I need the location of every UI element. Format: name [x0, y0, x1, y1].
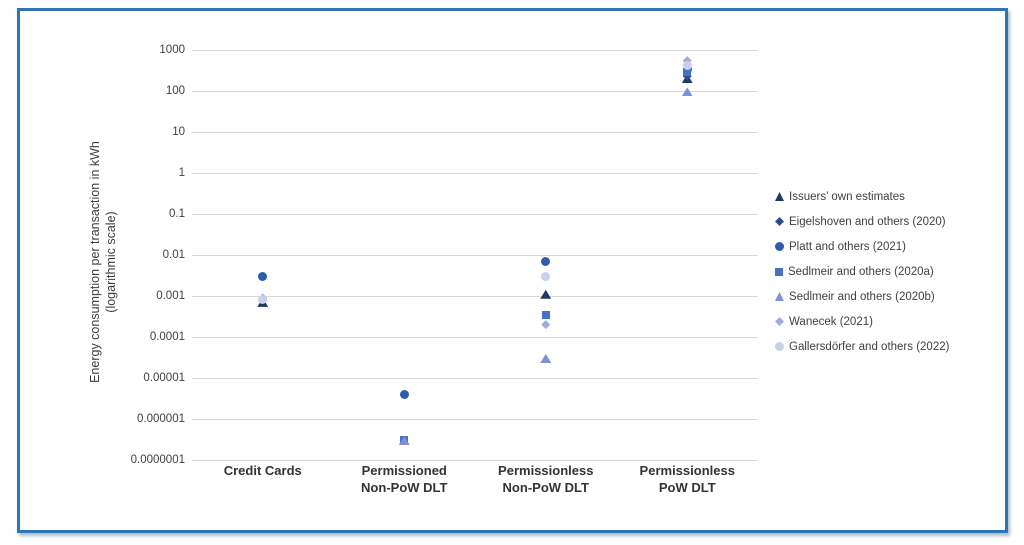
legend-label: Platt and others (2021)	[789, 240, 906, 253]
data-point-marker	[541, 310, 550, 319]
y-tick-label: 0.0001	[149, 331, 185, 343]
legend-item: Platt and others (2021)	[775, 234, 949, 259]
data-point-marker	[541, 320, 551, 330]
gridline	[192, 378, 758, 379]
legend-diamond-icon	[775, 317, 784, 326]
y-tick-label: 0.01	[162, 249, 185, 261]
y-tick-label: 100	[165, 85, 185, 97]
y-tick-label: 10	[172, 126, 185, 138]
legend-item: Sedlmeir and others (2020a)	[775, 259, 949, 284]
legend-circle-icon	[775, 342, 784, 351]
category-label: Permissionless Non-PoW DLT	[456, 462, 636, 496]
category-label: Permissionless PoW DLT	[597, 462, 777, 496]
gridline	[192, 296, 758, 297]
category-label-line: Credit Cards	[223, 463, 302, 478]
category-label-line: Permissionless	[639, 463, 735, 478]
data-point-marker	[398, 435, 410, 445]
y-tick-label: 1000	[159, 44, 185, 56]
legend-label: Sedlmeir and others (2020b)	[789, 290, 935, 303]
legend-item: Gallersdörfer and others (2022)	[775, 334, 949, 359]
legend-label: Sedlmeir and others (2020a)	[788, 265, 934, 278]
gridline	[192, 337, 758, 338]
category-label: Permissioned Non-PoW DLT	[314, 462, 494, 496]
legend-item: Issuers’ own estimates	[775, 184, 949, 209]
category-label-line: Permissionless	[498, 463, 594, 478]
category-label-line: Non-PoW DLT	[502, 480, 589, 495]
y-tick-label: 0.1	[169, 208, 185, 220]
category-label: Credit Cards	[173, 462, 353, 479]
y-tick-label: 0.000001	[137, 413, 185, 425]
data-point-marker	[540, 289, 552, 299]
legend-label: Wanecek (2021)	[789, 315, 873, 328]
legend-label: Issuers’ own estimates	[789, 190, 905, 203]
data-point-marker	[540, 353, 552, 363]
data-point-marker	[399, 389, 409, 399]
data-point-marker	[682, 71, 692, 81]
y-tick-label: 0.001	[156, 290, 185, 302]
data-point-marker	[682, 56, 692, 66]
category-label-line: Non-PoW DLT	[361, 480, 448, 495]
legend-item: Sedlmeir and others (2020b)	[775, 284, 949, 309]
gridline	[192, 50, 758, 51]
data-point-marker	[541, 256, 551, 266]
gridline	[192, 91, 758, 92]
y-tick-label: 0.0000001	[130, 454, 185, 466]
legend-square-icon	[775, 267, 783, 276]
data-point-marker	[541, 271, 551, 281]
chart-frame	[17, 8, 1008, 533]
gridline	[192, 132, 758, 133]
data-point-marker	[258, 271, 268, 281]
legend-label: Eigelshoven and others (2020)	[789, 215, 946, 228]
legend-item: Wanecek (2021)	[775, 309, 949, 334]
legend-circle-icon	[775, 242, 784, 251]
y-tick-label: 1	[178, 167, 185, 179]
data-point-marker	[258, 295, 268, 305]
gridline	[192, 419, 758, 420]
y-tick-label: 0.00001	[143, 372, 185, 384]
legend-item: Eigelshoven and others (2020)	[775, 209, 949, 234]
legend-label: Gallersdörfer and others (2022)	[789, 340, 950, 353]
data-point-marker	[683, 68, 692, 77]
gridline	[192, 255, 758, 256]
gridline	[192, 214, 758, 215]
data-point-marker	[682, 60, 692, 70]
gridline	[192, 460, 758, 461]
data-point-marker	[681, 87, 693, 97]
gridline	[192, 173, 758, 174]
legend: Issuers’ own estimates Eigelshoven and ot…	[775, 184, 949, 359]
category-label-line: PoW DLT	[658, 480, 716, 495]
legend-diamond-icon	[775, 217, 784, 226]
legend-triangle-icon	[775, 292, 784, 301]
legend-triangle-icon	[775, 192, 784, 201]
category-label-line: Permissioned	[361, 463, 447, 478]
